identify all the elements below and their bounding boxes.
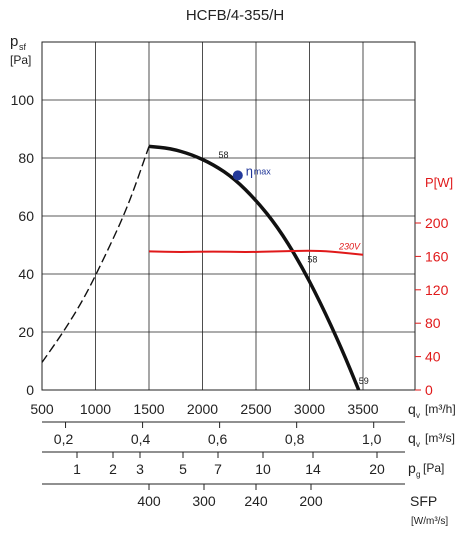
scale-ms-label-sub: v [416, 440, 420, 449]
eta-max-symbol: η [246, 163, 253, 178]
x-axis-label: q [408, 401, 416, 417]
efficiency-annotation: 58 [307, 254, 317, 264]
scale-ms-tick-label: 1,0 [362, 431, 382, 447]
power-tick-label: 120 [425, 282, 449, 298]
power-axis-label: P[W] [425, 175, 453, 190]
plot-area: 230V 58 58 59 η max [41, 41, 416, 391]
scale-ms-tick-label: 0,6 [208, 431, 228, 447]
scale-pa-tick-label: 20 [369, 461, 385, 477]
scale-sfp-ticks: 400 300 240 200 [137, 484, 323, 509]
power-tick-label: 0 [425, 382, 433, 398]
power-tick-label: 80 [425, 315, 441, 331]
scale-sfp-tick-label: 240 [244, 493, 268, 509]
scale-pa-tick-label: 5 [179, 461, 187, 477]
x-axis-label-sub: v [416, 411, 420, 420]
scale-sfp-tick-label: 400 [137, 493, 161, 509]
x-tick-label: 2000 [187, 401, 218, 417]
power-axis-ticks: 0 40 80 120 160 200 [415, 215, 449, 398]
y-tick-label: 40 [18, 266, 34, 282]
scale-pa-tick-label: 7 [214, 461, 222, 477]
scale-ms-unit: [m³/s] [425, 431, 455, 445]
power-curve-230v [148, 249, 364, 256]
scale-sfp-tick-label: 200 [299, 493, 323, 509]
flow-axis-ticks: 500 1000 1500 2000 2500 3000 3500 [30, 401, 378, 417]
y-tick-label: 0 [26, 382, 34, 398]
x-tick-label: 3000 [294, 401, 325, 417]
scale-sfp-tick-label: 300 [192, 493, 216, 509]
scale-pa-label-sub: g [416, 470, 420, 479]
power-tick-label: 160 [425, 248, 449, 264]
efficiency-annotation: 58 [219, 150, 229, 160]
y-tick-label: 100 [11, 92, 35, 108]
scale-ms-tick-label: 0,8 [285, 431, 305, 447]
pressure-axis-ticks: 0 20 40 60 80 100 [11, 92, 35, 398]
eta-max-marker [232, 170, 243, 181]
y-axis-label-sub: sf [19, 42, 27, 52]
y-axis-unit: [Pa] [10, 53, 31, 67]
pressure-curve [148, 144, 361, 391]
y-tick-label: 60 [18, 208, 34, 224]
x-axis-unit: [m³/h] [425, 402, 456, 416]
power-tick-label: 200 [425, 215, 449, 231]
scale-pa-ticks: 1 2 3 5 7 10 14 20 [73, 452, 385, 477]
chart-title: HCFB/4-355/H [186, 7, 284, 24]
x-tick-label: 500 [30, 401, 54, 417]
scale-pa-tick-label: 2 [109, 461, 117, 477]
scale-pa-unit: [Pa] [423, 461, 444, 475]
scale-pa-label: p [408, 460, 416, 476]
eta-max-sub: max [254, 166, 272, 176]
scale-pa-tick-label: 3 [136, 461, 144, 477]
y-tick-label: 80 [18, 150, 34, 166]
series-label-230v: 230V [338, 242, 361, 252]
scale-ms-label: q [408, 430, 416, 446]
efficiency-annotation: 59 [359, 376, 369, 386]
sfp-unit: [W/m³/s] [411, 516, 448, 527]
scale-ms-tick-label: 0,2 [54, 431, 74, 447]
x-tick-label: 1500 [133, 401, 164, 417]
sfp-label: SFP [410, 493, 437, 509]
x-tick-label: 3500 [347, 401, 378, 417]
scale-ms-tick-label: 0,4 [131, 431, 151, 447]
scale-pa-tick-label: 10 [255, 461, 271, 477]
x-tick-label: 2500 [240, 401, 271, 417]
pressure-curve-unstable [41, 146, 150, 363]
scale-pa-tick-label: 1 [73, 461, 81, 477]
scale-ms-ticks: 0,2 0,4 0,6 0,8 1,0 [54, 422, 382, 447]
x-tick-label: 1000 [80, 401, 111, 417]
y-axis-label: p [10, 33, 18, 50]
power-tick-label: 40 [425, 349, 441, 365]
scale-pa-tick-label: 14 [305, 461, 321, 477]
y-tick-label: 20 [18, 324, 34, 340]
